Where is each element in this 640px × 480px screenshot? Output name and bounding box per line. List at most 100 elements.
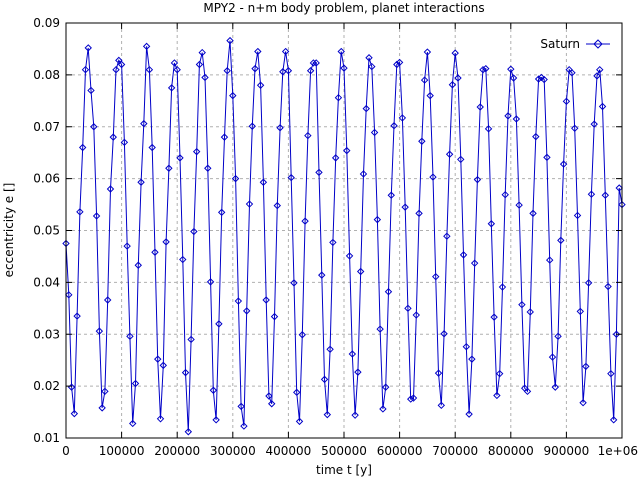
data-point xyxy=(290,279,298,287)
data-point xyxy=(159,361,168,370)
data-point xyxy=(187,335,195,344)
data-point xyxy=(354,368,362,376)
data-point xyxy=(573,211,582,220)
data-point xyxy=(259,178,268,186)
data-point xyxy=(268,400,276,408)
data-point xyxy=(459,251,468,259)
x-tick-label: 200000 xyxy=(154,444,200,458)
grid xyxy=(66,23,622,438)
legend-marker-sample xyxy=(593,39,603,49)
data-point xyxy=(306,67,315,75)
data-point xyxy=(362,104,370,113)
data-point xyxy=(115,56,123,65)
data-point xyxy=(201,73,209,82)
data-point xyxy=(331,154,340,162)
data-point xyxy=(329,238,337,247)
data-point xyxy=(131,379,140,388)
data-point xyxy=(190,227,198,236)
data-point xyxy=(334,93,343,102)
data-point xyxy=(487,220,496,228)
data-point xyxy=(434,369,443,377)
data-point xyxy=(65,291,73,299)
data-point xyxy=(490,313,498,321)
data-point xyxy=(284,67,293,75)
data-point xyxy=(315,168,323,177)
data-point xyxy=(409,394,418,402)
data-point xyxy=(87,86,95,95)
data-point xyxy=(495,369,504,378)
data-point xyxy=(323,410,332,419)
data-point xyxy=(209,386,218,394)
y-axis-label: eccentricity e [] xyxy=(2,183,16,278)
data-point xyxy=(384,288,393,296)
data-point xyxy=(476,103,484,111)
x-tick-label: 1e+06 xyxy=(598,444,638,458)
data-point xyxy=(465,410,473,418)
data-point xyxy=(129,419,137,428)
x-tick-labels: 0 100000 200000 300000 400000 500000 600000 700… xyxy=(62,444,638,458)
data-point xyxy=(448,81,457,89)
data-point xyxy=(92,212,101,220)
data-point xyxy=(507,65,515,73)
data-point xyxy=(548,353,557,361)
data-point xyxy=(437,401,446,410)
data-point xyxy=(140,119,148,128)
data-point xyxy=(404,304,412,313)
data-point xyxy=(418,137,426,145)
x-tick-label: 800000 xyxy=(488,444,534,458)
data-point xyxy=(479,65,487,74)
y-tick-labels: 0.01 0.02 0.03 0.04 0.05 0.06 0.07 0.08 0.09 xyxy=(33,16,60,445)
data-point xyxy=(381,383,390,391)
data-point xyxy=(582,362,590,371)
data-point xyxy=(576,307,585,316)
y-tick-label: 0.03 xyxy=(33,327,60,341)
data-point xyxy=(195,60,204,69)
data-point xyxy=(534,75,543,83)
data-point xyxy=(532,132,540,141)
data-point xyxy=(109,133,117,141)
data-point xyxy=(237,402,245,411)
data-point xyxy=(309,59,318,67)
data-point xyxy=(348,350,357,358)
data-point xyxy=(248,122,256,130)
data-point xyxy=(154,355,162,363)
data-point xyxy=(120,138,129,147)
data-point xyxy=(162,238,170,246)
data-point xyxy=(287,173,295,182)
data-point xyxy=(612,330,621,338)
data-point xyxy=(473,175,482,184)
data-point xyxy=(368,62,376,71)
data-point xyxy=(312,59,320,67)
data-point xyxy=(351,411,359,419)
data-point xyxy=(137,178,145,186)
data-point xyxy=(320,375,329,384)
data-point xyxy=(242,307,251,315)
data-point xyxy=(281,47,290,56)
data-point xyxy=(401,203,409,211)
data-point xyxy=(501,190,509,199)
data-point xyxy=(234,297,243,305)
data-point xyxy=(204,164,212,172)
data-point xyxy=(412,311,420,319)
data-point xyxy=(415,209,423,218)
data-point xyxy=(359,170,368,178)
x-tick-label: 600000 xyxy=(377,444,423,458)
data-point xyxy=(571,124,579,133)
data-point xyxy=(298,331,307,339)
data-point xyxy=(457,155,465,164)
y-tick-label: 0.08 xyxy=(33,68,60,82)
x-tick-label: 300000 xyxy=(210,444,256,458)
data-point xyxy=(512,115,521,123)
data-point xyxy=(276,124,284,132)
data-point xyxy=(215,320,223,328)
x-tick-label: 100000 xyxy=(99,444,145,458)
data-point xyxy=(223,67,231,75)
data-point xyxy=(273,201,281,210)
data-point xyxy=(584,279,593,287)
data-point xyxy=(245,200,254,208)
data-point xyxy=(546,256,554,264)
y-tick-label: 0.07 xyxy=(33,120,60,134)
data-point xyxy=(301,217,309,225)
data-point xyxy=(254,47,262,56)
